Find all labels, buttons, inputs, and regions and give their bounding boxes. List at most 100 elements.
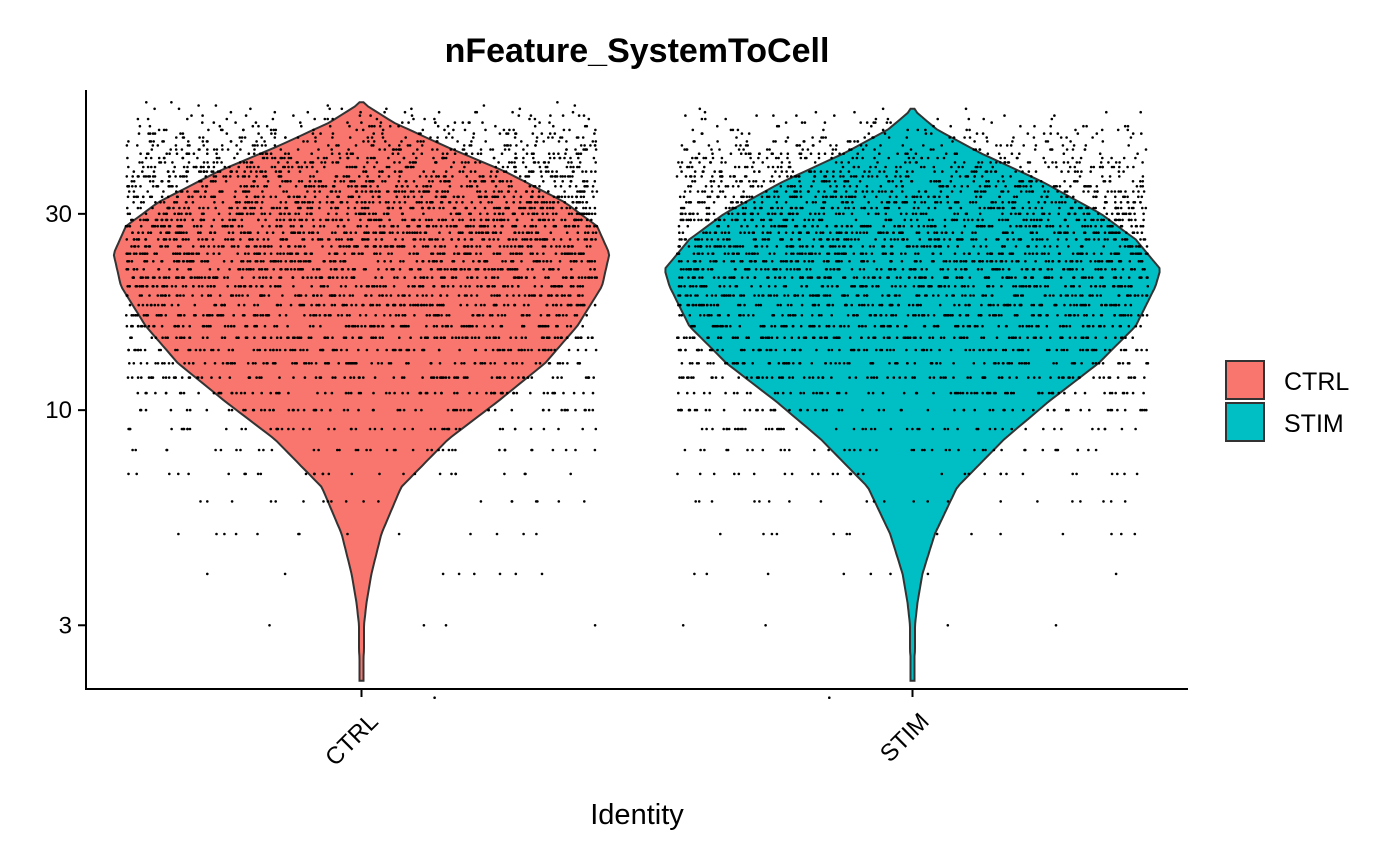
data-point [428,303,432,307]
data-point [212,276,215,279]
data-point [721,376,724,379]
data-point [811,324,814,328]
data-point [588,224,591,228]
data-point [577,218,580,222]
data-point [832,532,835,536]
data-point [544,324,548,328]
data-point [290,231,293,234]
data-point [217,268,220,271]
data-point [177,224,181,228]
data-point [237,303,241,307]
data-point [501,427,505,431]
data-point [360,285,363,288]
data-point [198,206,201,210]
data-point [284,152,287,155]
data-point [591,391,595,395]
data-point [1135,472,1139,476]
data-point [468,285,471,288]
data-point [718,285,721,288]
data-point [437,218,441,222]
data-point [390,268,393,271]
data-point [432,224,435,228]
data-point [139,276,143,279]
data-point [202,170,206,173]
data-point [529,252,532,255]
data-point [263,324,267,328]
data-point [284,206,287,210]
data-point [576,336,580,340]
data-point [589,268,592,271]
data-point [510,500,514,503]
data-point [987,348,990,352]
data-point [383,110,386,114]
data-point [467,408,471,412]
data-point [514,152,517,155]
data-point [392,376,396,379]
data-point [783,472,787,476]
data-point [708,391,712,395]
data-point [310,362,313,365]
data-point [385,107,388,111]
data-point [358,376,361,379]
data-point [550,348,553,352]
data-point [952,362,955,365]
data-point [139,408,143,412]
data-point [1111,324,1114,328]
data-point [422,303,426,307]
data-point [240,136,244,139]
data-point [1091,324,1095,328]
data-point [388,231,392,234]
data-point [451,260,454,263]
data-point [444,324,448,328]
data-point [531,132,535,135]
data-point [799,348,802,352]
data-point [225,117,229,121]
data-point [340,238,344,241]
data-point [235,144,238,147]
data-point [257,165,260,169]
data-point [311,165,314,169]
data-point [530,376,534,379]
data-point [343,303,346,307]
data-point [969,294,972,297]
data-point [437,110,441,114]
data-point [512,294,515,297]
data-point [424,175,428,178]
data-point [1010,427,1013,431]
data-point [729,294,732,297]
data-point [593,624,597,627]
data-point [430,175,433,178]
data-point [287,156,291,160]
data-point [349,180,352,183]
data-point [398,408,402,412]
data-point [150,336,154,340]
data-point [252,165,256,169]
data-point [402,156,406,160]
data-point [584,231,587,234]
data-point [936,324,940,328]
data-point [499,268,503,271]
data-point [940,472,944,476]
data-point [256,472,260,476]
data-point [844,391,848,395]
data-point [471,324,474,328]
data-point [1065,408,1068,412]
data-point [240,140,243,143]
data-point [340,348,343,352]
data-point [534,362,538,365]
data-point [215,532,218,536]
data-point [928,285,931,288]
data-point [147,324,151,328]
data-point [176,245,180,248]
data-point [594,161,597,164]
data-point [189,212,192,216]
data-point [433,696,436,699]
data-point [154,362,157,365]
data-point [453,391,456,395]
data-point [373,427,377,431]
data-point [986,391,990,395]
data-point [235,201,239,204]
data-point [935,362,939,365]
data-point [507,238,511,241]
data-point [335,252,339,255]
